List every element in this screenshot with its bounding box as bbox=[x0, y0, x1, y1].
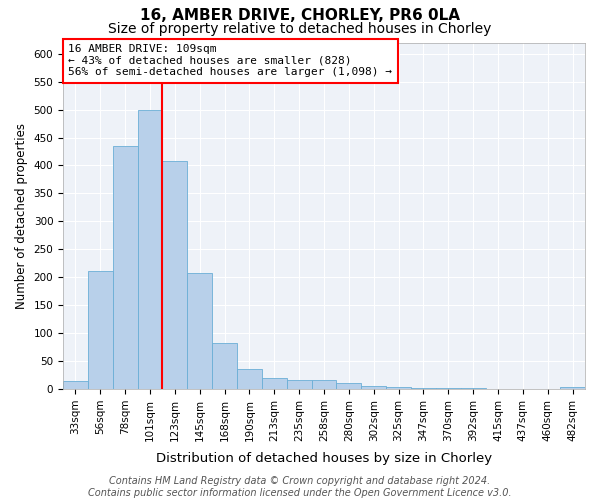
Bar bbox=[63, 380, 88, 389]
Bar bbox=[262, 378, 287, 389]
Text: Size of property relative to detached houses in Chorley: Size of property relative to detached ho… bbox=[109, 22, 491, 36]
Bar bbox=[287, 380, 311, 389]
Bar bbox=[163, 161, 187, 389]
Text: 16, AMBER DRIVE, CHORLEY, PR6 0LA: 16, AMBER DRIVE, CHORLEY, PR6 0LA bbox=[140, 8, 460, 22]
Bar bbox=[461, 388, 485, 389]
Y-axis label: Number of detached properties: Number of detached properties bbox=[15, 123, 28, 309]
X-axis label: Distribution of detached houses by size in Chorley: Distribution of detached houses by size … bbox=[156, 452, 492, 465]
Bar bbox=[237, 369, 262, 389]
Bar bbox=[137, 110, 163, 389]
Bar bbox=[337, 384, 361, 389]
Bar bbox=[113, 146, 137, 389]
Bar bbox=[361, 386, 386, 389]
Bar bbox=[88, 270, 113, 389]
Text: Contains HM Land Registry data © Crown copyright and database right 2024.
Contai: Contains HM Land Registry data © Crown c… bbox=[88, 476, 512, 498]
Bar bbox=[212, 342, 237, 389]
Bar bbox=[436, 388, 461, 389]
Bar bbox=[560, 387, 585, 389]
Bar bbox=[187, 273, 212, 389]
Bar bbox=[411, 388, 436, 389]
Bar bbox=[386, 388, 411, 389]
Bar bbox=[311, 380, 337, 389]
Text: 16 AMBER DRIVE: 109sqm
← 43% of detached houses are smaller (828)
56% of semi-de: 16 AMBER DRIVE: 109sqm ← 43% of detached… bbox=[68, 44, 392, 78]
